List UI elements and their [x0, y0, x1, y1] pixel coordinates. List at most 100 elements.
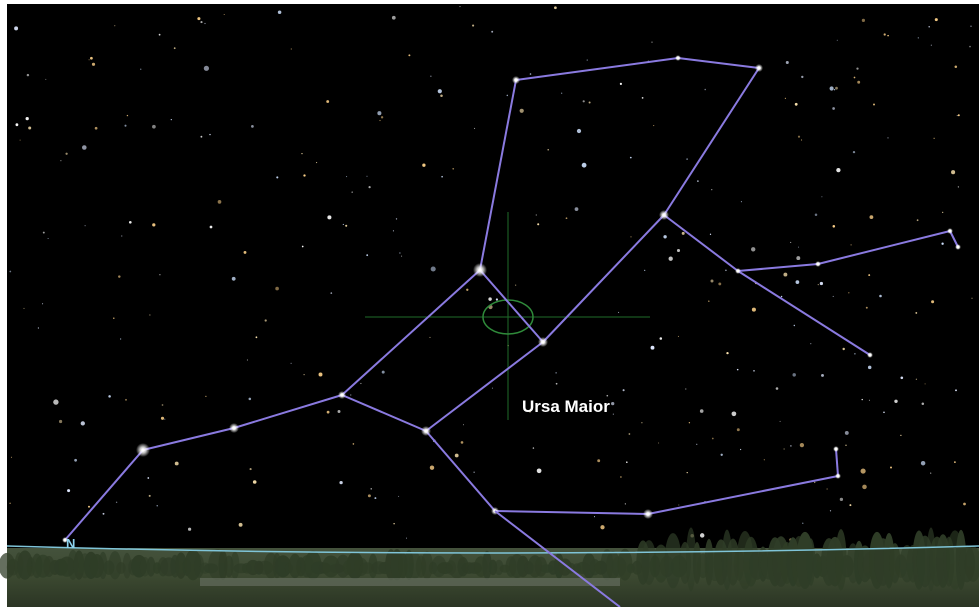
background-star: [319, 373, 323, 377]
star-core: [514, 78, 517, 81]
background-star: [374, 497, 376, 499]
background-star: [330, 292, 332, 294]
page: {"constellation": {"name": "Ursa Maior"}…: [0, 0, 979, 607]
background-star: [712, 438, 714, 440]
background-star: [244, 251, 247, 254]
background-star: [291, 48, 292, 49]
background-star: [629, 433, 631, 435]
background-star: [900, 435, 901, 436]
background-star: [171, 119, 172, 120]
background-star: [440, 94, 443, 97]
background-star: [861, 469, 866, 474]
background-star: [360, 383, 361, 384]
background-star: [653, 125, 654, 126]
background-star: [398, 496, 399, 497]
background-star: [594, 516, 595, 517]
background-star: [868, 274, 870, 276]
background-star: [957, 115, 958, 116]
background-star: [164, 419, 165, 420]
background-star: [752, 308, 756, 312]
background-star: [620, 83, 622, 85]
background-star: [780, 421, 781, 422]
background-star: [149, 314, 150, 315]
background-star: [700, 409, 704, 413]
background-star: [343, 224, 344, 225]
background-star: [597, 459, 600, 462]
background-star: [641, 422, 642, 423]
background-star: [125, 399, 127, 401]
background-star: [954, 461, 956, 463]
background-star: [430, 76, 431, 77]
background-star: [90, 57, 93, 60]
background-star: [147, 477, 149, 479]
background-star: [651, 346, 655, 350]
background-star: [884, 33, 886, 35]
background-star: [711, 280, 714, 283]
background-star: [931, 300, 934, 303]
background-star: [353, 443, 355, 445]
background-star: [556, 383, 558, 385]
background-star: [818, 284, 819, 285]
star-core: [816, 262, 819, 265]
background-star: [159, 274, 160, 275]
background-star: [710, 234, 711, 235]
background-star: [59, 420, 62, 423]
background-star: [678, 336, 679, 337]
background-star: [618, 312, 619, 313]
star-core: [478, 268, 481, 271]
background-star: [121, 236, 122, 237]
distant-field: [200, 578, 620, 586]
background-star: [210, 226, 213, 229]
background-star: [836, 168, 840, 172]
compass-label: N: [66, 536, 75, 551]
background-star: [821, 374, 824, 377]
star-core: [948, 229, 951, 232]
background-star: [67, 489, 70, 492]
background-star: [798, 247, 799, 248]
background-star: [630, 236, 631, 237]
background-star: [157, 505, 158, 506]
background-star: [697, 180, 699, 182]
background-star: [842, 348, 844, 350]
star-core: [340, 393, 343, 396]
sky-view: Ursa Maior N: [0, 0, 979, 607]
background-star: [45, 79, 46, 80]
background-star: [113, 317, 114, 318]
background-star: [764, 459, 765, 460]
background-star: [796, 256, 800, 260]
background-star: [883, 412, 885, 414]
background-star: [368, 186, 370, 188]
background-star: [9, 503, 10, 504]
background-star: [887, 137, 888, 138]
background-star: [188, 528, 191, 531]
background-star: [200, 21, 202, 23]
background-star: [660, 337, 663, 340]
background-star: [533, 447, 534, 448]
background-star: [721, 454, 723, 456]
background-star: [785, 98, 786, 99]
background-star: [833, 225, 836, 228]
background-star: [488, 297, 491, 300]
background-star: [291, 363, 292, 364]
background-star: [466, 289, 468, 291]
background-star: [406, 538, 407, 539]
background-star: [832, 107, 835, 110]
background-star: [42, 303, 43, 304]
background-star: [566, 217, 568, 219]
background-star: [346, 176, 347, 177]
background-star: [837, 40, 838, 41]
background-star: [870, 215, 874, 219]
background-star: [152, 125, 156, 129]
background-star: [711, 189, 712, 190]
background-star: [801, 76, 803, 78]
background-star: [955, 389, 957, 391]
background-star: [792, 373, 795, 376]
background-star: [114, 25, 115, 26]
background-star: [461, 441, 464, 444]
background-star: [833, 296, 834, 297]
background-star: [941, 243, 943, 245]
background-star: [894, 400, 897, 403]
background-star: [88, 506, 90, 508]
background-star: [669, 257, 673, 261]
background-star: [820, 282, 823, 285]
